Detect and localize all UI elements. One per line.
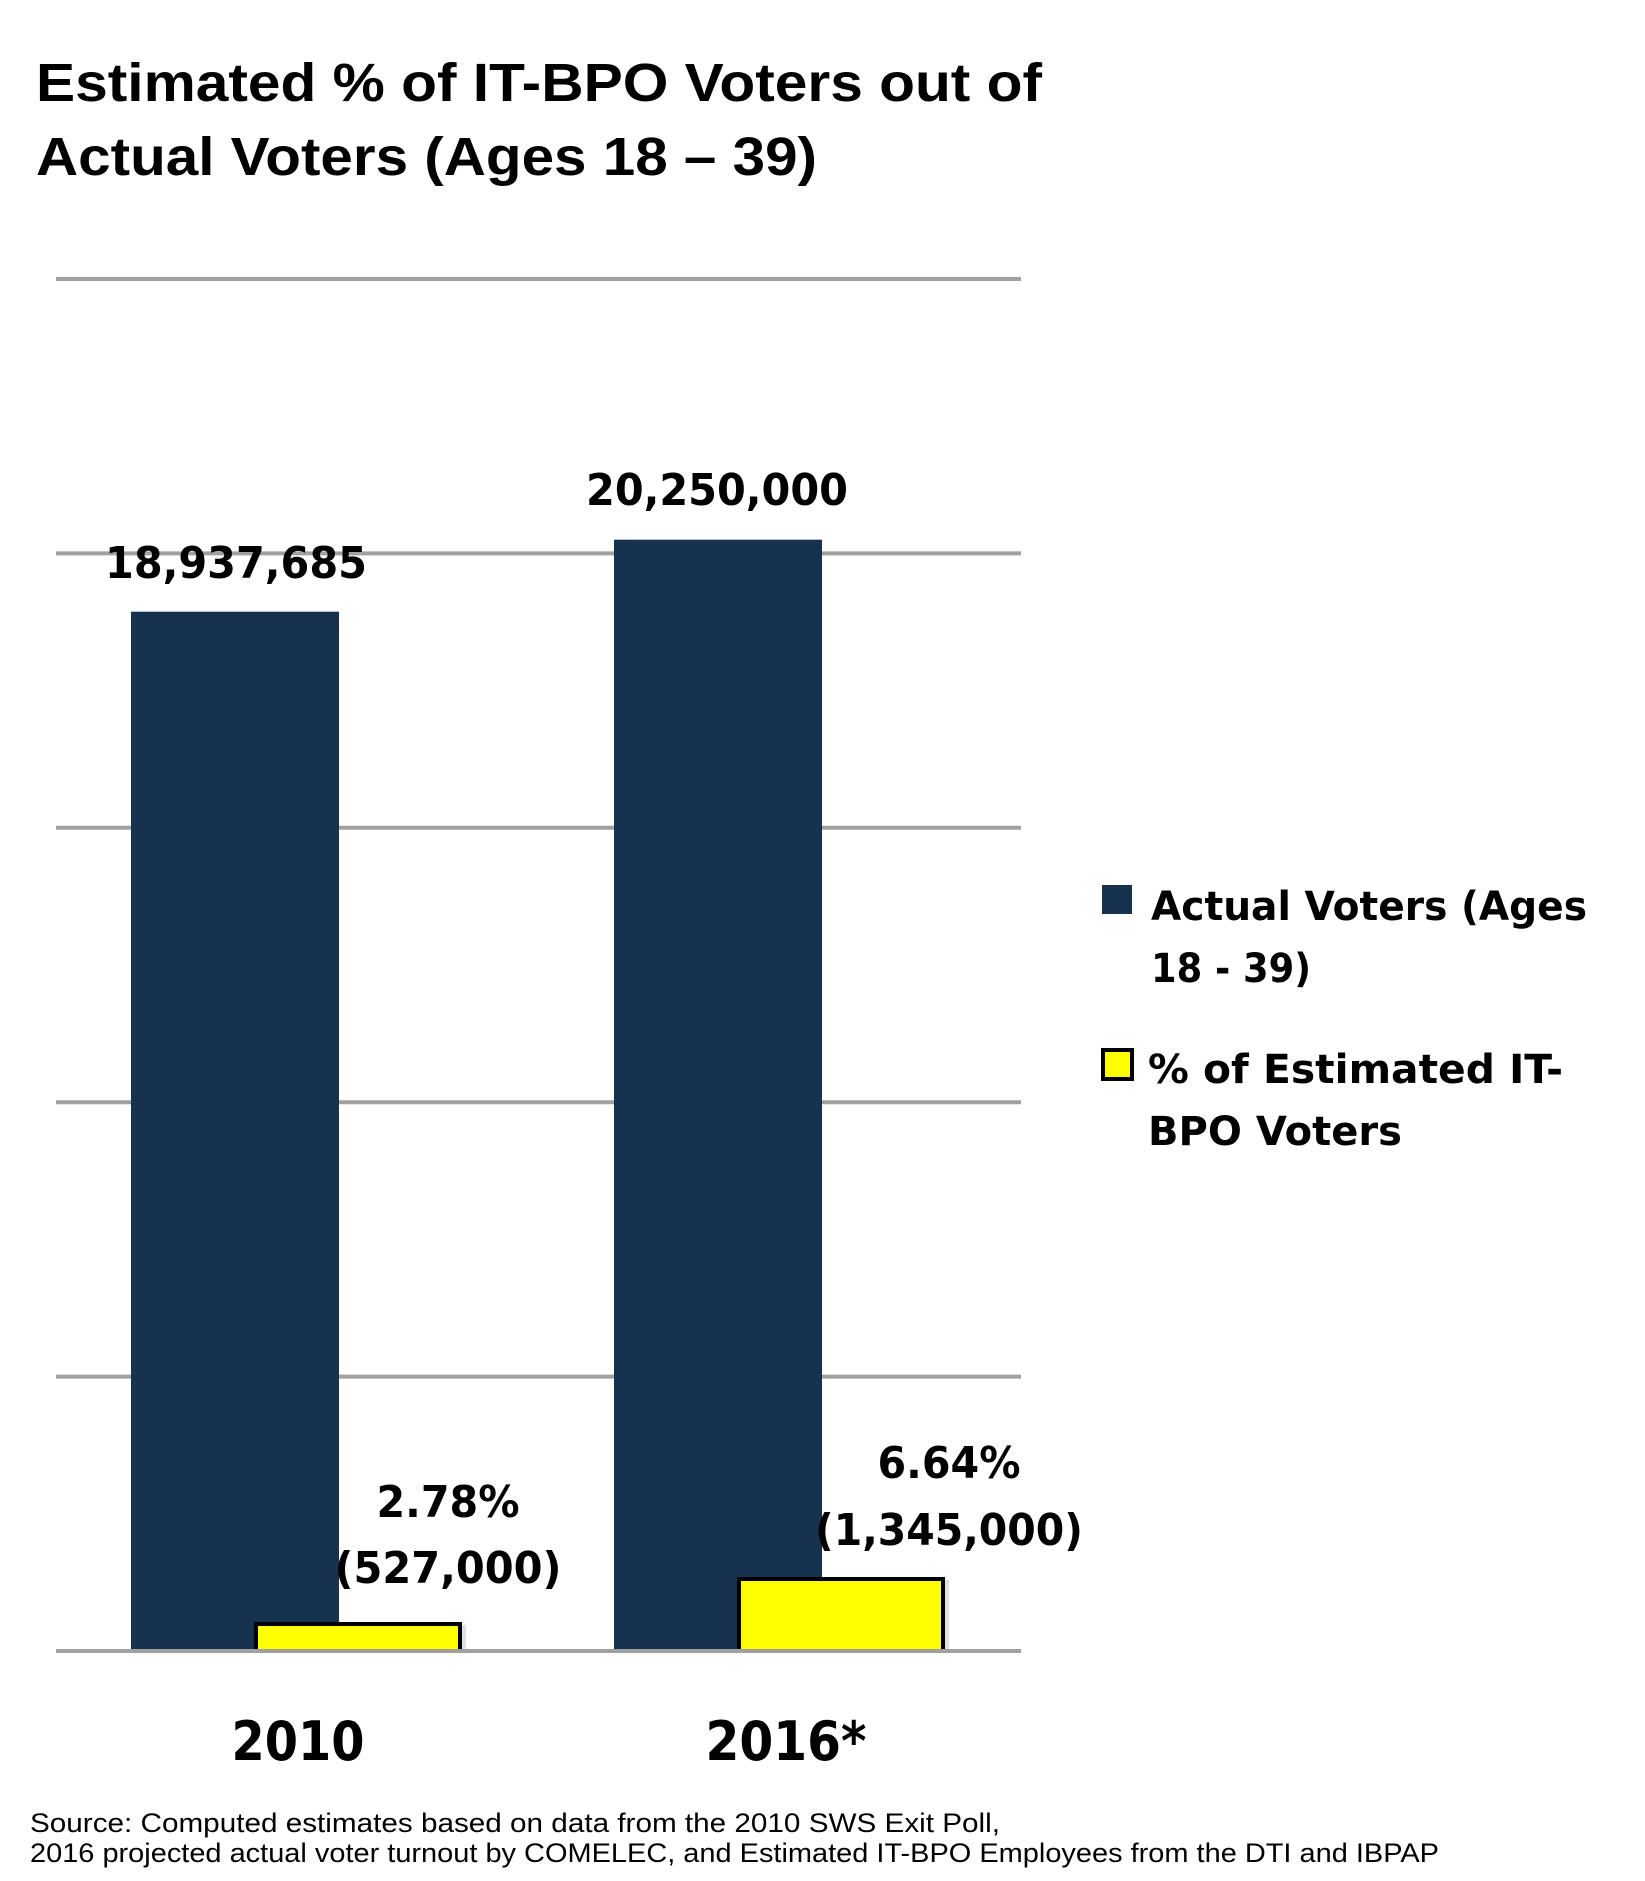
legend: Actual Voters (Ages 18 - 39) % of Estima… [1101,884,1587,1155]
data-label-itbpo-pct-2016: 6.64% [878,1438,1021,1489]
legend-label-itbpo-voters-line-1: % of Estimated IT- [1148,1047,1563,1093]
source-line-2: 2016 projected actual voter turnout by C… [30,1838,1439,1868]
legend-label-itbpo-voters-line-2: BPO Voters [1148,1109,1402,1155]
legend-item-itbpo-voters: % of Estimated IT- BPO Voters [1101,1047,1563,1155]
x-axis-labels: 2010 2016* [232,1710,867,1773]
chart-title-line-2: Actual Voters (Ages 18 – 39) [36,127,817,187]
legend-item-actual-voters: Actual Voters (Ages 18 - 39) [1102,884,1587,992]
bar-itbpo-voters-2016 [737,1577,945,1653]
bar-itbpo-voters-2010 [254,1622,462,1654]
x-tick-label-2016: 2016* [706,1710,867,1773]
source-note: Source: Computed estimates based on data… [30,1808,1439,1868]
bar-actual-voters-2010 [131,611,339,1651]
chart-title: Estimated % of IT-BPO Voters out of Actu… [36,53,1043,187]
legend-label-actual-voters-line-1: Actual Voters (Ages [1151,884,1587,930]
data-label-itbpo-count-2010: (527,000) [335,1543,562,1594]
data-labels: 18,937,685 20,250,000 2.78% (527,000) 6.… [105,465,1083,1594]
source-line-1: Source: Computed estimates based on data… [30,1808,1000,1838]
data-label-itbpo-count-2016: (1,345,000) [815,1505,1083,1556]
bar-actual-voters-2016 [614,539,822,1652]
data-label-actual-2010: 18,937,685 [105,538,367,589]
chart-title-line-1: Estimated % of IT-BPO Voters out of [36,53,1043,113]
legend-swatch-actual-voters [1102,885,1132,914]
data-label-actual-2016: 20,250,000 [586,465,848,516]
legend-label-actual-voters-line-2: 18 - 39) [1151,946,1311,992]
bars [56,539,1021,1654]
legend-swatch-itbpo-voters [1101,1048,1134,1081]
data-label-itbpo-pct-2010: 2.78% [377,1477,520,1528]
x-tick-label-2010: 2010 [232,1710,365,1773]
